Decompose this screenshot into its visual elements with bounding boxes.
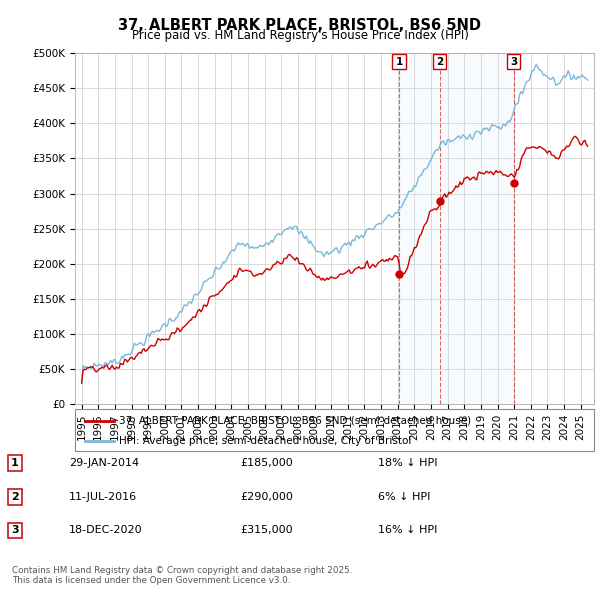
Text: 1: 1 xyxy=(11,458,19,468)
Text: £185,000: £185,000 xyxy=(240,458,293,468)
Text: 2: 2 xyxy=(436,57,443,67)
Text: 6% ↓ HPI: 6% ↓ HPI xyxy=(378,492,430,502)
Text: 1: 1 xyxy=(395,57,403,67)
Text: 11-JUL-2016: 11-JUL-2016 xyxy=(69,492,137,502)
Text: £290,000: £290,000 xyxy=(240,492,293,502)
Text: £315,000: £315,000 xyxy=(240,526,293,535)
Text: 29-JAN-2014: 29-JAN-2014 xyxy=(69,458,139,468)
Text: Contains HM Land Registry data © Crown copyright and database right 2025.
This d: Contains HM Land Registry data © Crown c… xyxy=(12,566,352,585)
Bar xyxy=(399,53,514,404)
Text: 2: 2 xyxy=(11,492,19,502)
Text: 18% ↓ HPI: 18% ↓ HPI xyxy=(378,458,437,468)
Text: 16% ↓ HPI: 16% ↓ HPI xyxy=(378,526,437,535)
Text: 37, ALBERT PARK PLACE, BRISTOL, BS6 5ND (semi-detached house): 37, ALBERT PARK PLACE, BRISTOL, BS6 5ND … xyxy=(119,416,471,426)
Text: HPI: Average price, semi-detached house, City of Bristol: HPI: Average price, semi-detached house,… xyxy=(119,436,412,445)
Text: 3: 3 xyxy=(11,526,19,535)
Text: 37, ALBERT PARK PLACE, BRISTOL, BS6 5ND: 37, ALBERT PARK PLACE, BRISTOL, BS6 5ND xyxy=(119,18,482,32)
Text: 3: 3 xyxy=(510,57,517,67)
Text: 18-DEC-2020: 18-DEC-2020 xyxy=(69,526,143,535)
Text: Price paid vs. HM Land Registry's House Price Index (HPI): Price paid vs. HM Land Registry's House … xyxy=(131,30,469,42)
